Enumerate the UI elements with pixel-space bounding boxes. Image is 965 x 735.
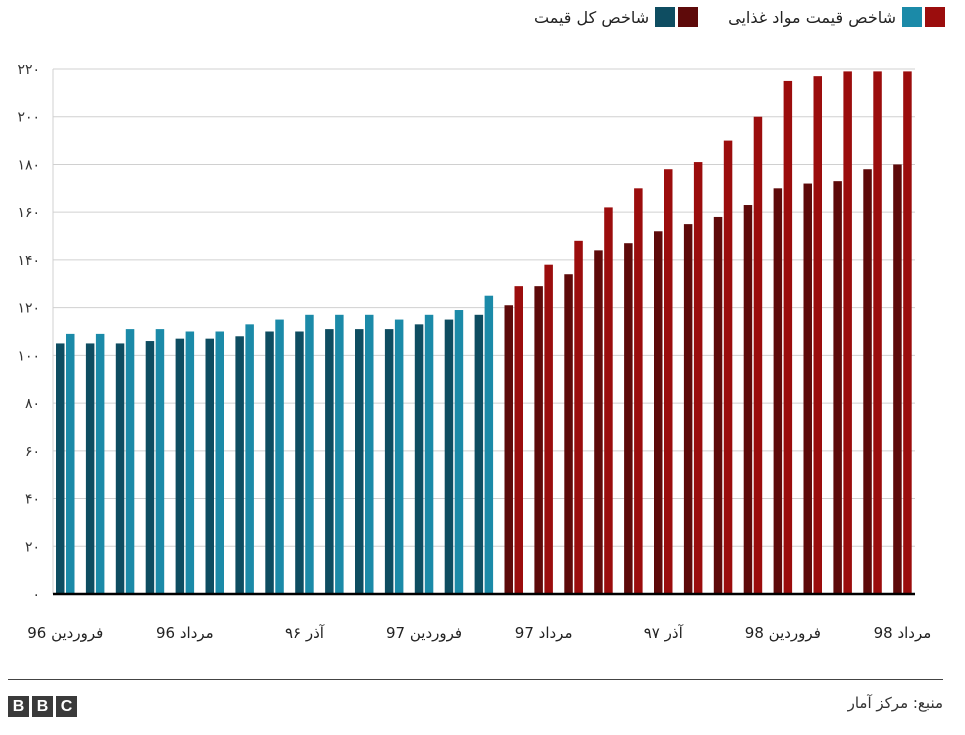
bbc-logo-letter: B — [8, 696, 29, 717]
chart-legend: شاخص قیمت مواد غذایی شاخص کل قیمت — [534, 0, 945, 34]
bar-food-index — [544, 264, 553, 594]
bar-food-index — [753, 116, 763, 595]
y-tick-label: ۱۴۰ — [17, 253, 40, 269]
bar-food-index — [245, 324, 254, 594]
bar-total-index — [594, 250, 603, 594]
bar-total-index — [624, 243, 633, 595]
bar-food-index — [843, 71, 852, 595]
bar-food-index — [155, 329, 165, 594]
bar-food-index — [813, 76, 822, 595]
bar-total-index — [833, 181, 842, 594]
x-tick-label: فروردین 97 — [386, 624, 462, 642]
bar-total-index — [654, 231, 663, 595]
bar-total-index — [564, 274, 573, 594]
y-tick-label: ۲۰۰ — [17, 110, 40, 126]
bbc-logo-letter: B — [32, 696, 53, 717]
bar-food-index — [484, 295, 494, 594]
bar-total-index — [683, 224, 693, 594]
legend-entry-total: شاخص کل قیمت — [534, 7, 699, 27]
bar-total-index — [414, 324, 424, 594]
bar-food-index — [365, 314, 374, 594]
bar-food-index — [335, 314, 344, 594]
bar-food-index — [66, 333, 75, 594]
bar-total-index — [355, 329, 364, 594]
y-tick-label: ۱۲۰ — [17, 301, 40, 317]
bar-total-index — [444, 319, 454, 594]
bar-food-index — [125, 329, 135, 594]
bar-total-index — [384, 329, 394, 594]
bar-total-index — [534, 286, 543, 594]
legend-swatch-food-red — [925, 7, 945, 27]
legend-entry-food: شاخص قیمت مواد غذایی — [728, 7, 945, 27]
x-tick-label: مرداد 98 — [874, 624, 932, 642]
bar-food-index — [574, 240, 583, 594]
bar-food-index — [664, 169, 673, 594]
x-tick-label: فروردین 96 — [27, 624, 103, 642]
y-tick-label: ۸۰ — [25, 396, 40, 412]
y-tick-label: ۴۰ — [25, 492, 40, 508]
bbc-logo: B B C — [8, 696, 77, 717]
bar-food-index — [394, 319, 404, 594]
bar-total-index — [713, 216, 723, 595]
legend-swatch-food — [902, 7, 945, 27]
footer-divider — [8, 679, 943, 680]
bar-chart: ۰ ۲۰ ۴۰ ۶۰ ۸۰ ۱۰۰ ۱۲۰ ۱۴۰ ۱۶۰ ۱۸۰ ۲۰۰ ۲۲۰ فروردین 96… — [17, 62, 932, 642]
bar-food-index — [693, 162, 703, 594]
bar-total-index — [295, 331, 304, 594]
bar-total-index — [265, 331, 274, 594]
bar-total-index — [115, 343, 125, 594]
bar-food-index — [873, 71, 882, 595]
bar-food-index — [275, 319, 284, 594]
bar-food-index — [723, 140, 733, 594]
bar-total-index — [235, 336, 244, 594]
bar-total-index — [863, 169, 872, 594]
y-tick-label: ۱۸۰ — [17, 157, 40, 173]
bar-food-index — [783, 80, 793, 594]
bar-food-index — [95, 333, 105, 594]
bar-total-index — [205, 338, 214, 594]
bbc-logo-letter: C — [56, 696, 77, 717]
y-tick-label: ۱۶۰ — [17, 205, 40, 221]
bar-food-index — [903, 71, 912, 595]
y-tick-label: ۶۰ — [25, 444, 40, 460]
legend-swatch-total — [655, 7, 699, 27]
bar-total-index — [56, 343, 65, 594]
legend-label-total: شاخص کل قیمت — [534, 7, 650, 27]
bar-total-index — [145, 341, 155, 594]
bar-total-index — [85, 343, 95, 594]
bar-total-index — [743, 205, 753, 595]
legend-swatch-total-blue — [655, 7, 676, 27]
legend-label-food: شاخص قیمت مواد غذایی — [728, 7, 896, 27]
x-tick-label: فروردین 98 — [745, 624, 821, 642]
bar-food-index — [215, 331, 224, 594]
x-tick-label: آذر ۹۷ — [644, 624, 684, 642]
bar-food-index — [604, 207, 613, 594]
bar-total-index — [504, 305, 513, 594]
bar-food-index — [634, 188, 643, 594]
bar-total-index — [325, 329, 334, 594]
bar-food-index — [514, 286, 523, 594]
x-tick-label: آذر ۹۶ — [285, 624, 325, 642]
y-tick-label: ۲۲۰ — [17, 62, 40, 78]
source-note: منبع: مرکز آمار — [847, 694, 943, 712]
x-tick-label: مرداد 97 — [515, 624, 573, 642]
y-tick-label: ۱۰۰ — [17, 348, 40, 364]
legend-swatch-total-red — [678, 7, 699, 27]
bar-total-index — [175, 338, 185, 594]
y-tick-label: ۰ — [32, 587, 40, 603]
bar-total-index — [474, 314, 484, 594]
x-tick-label: مرداد 96 — [156, 624, 214, 642]
bar-food-index — [185, 331, 195, 594]
bar-total-index — [893, 164, 902, 595]
legend-swatch-food-blue — [902, 7, 922, 27]
bar-total-index — [773, 188, 783, 594]
y-tick-label: ۲۰ — [25, 539, 40, 555]
bar-food-index — [305, 314, 314, 594]
bar-total-index — [803, 183, 812, 594]
bar-food-index — [424, 314, 434, 594]
bar-food-index — [454, 310, 464, 594]
